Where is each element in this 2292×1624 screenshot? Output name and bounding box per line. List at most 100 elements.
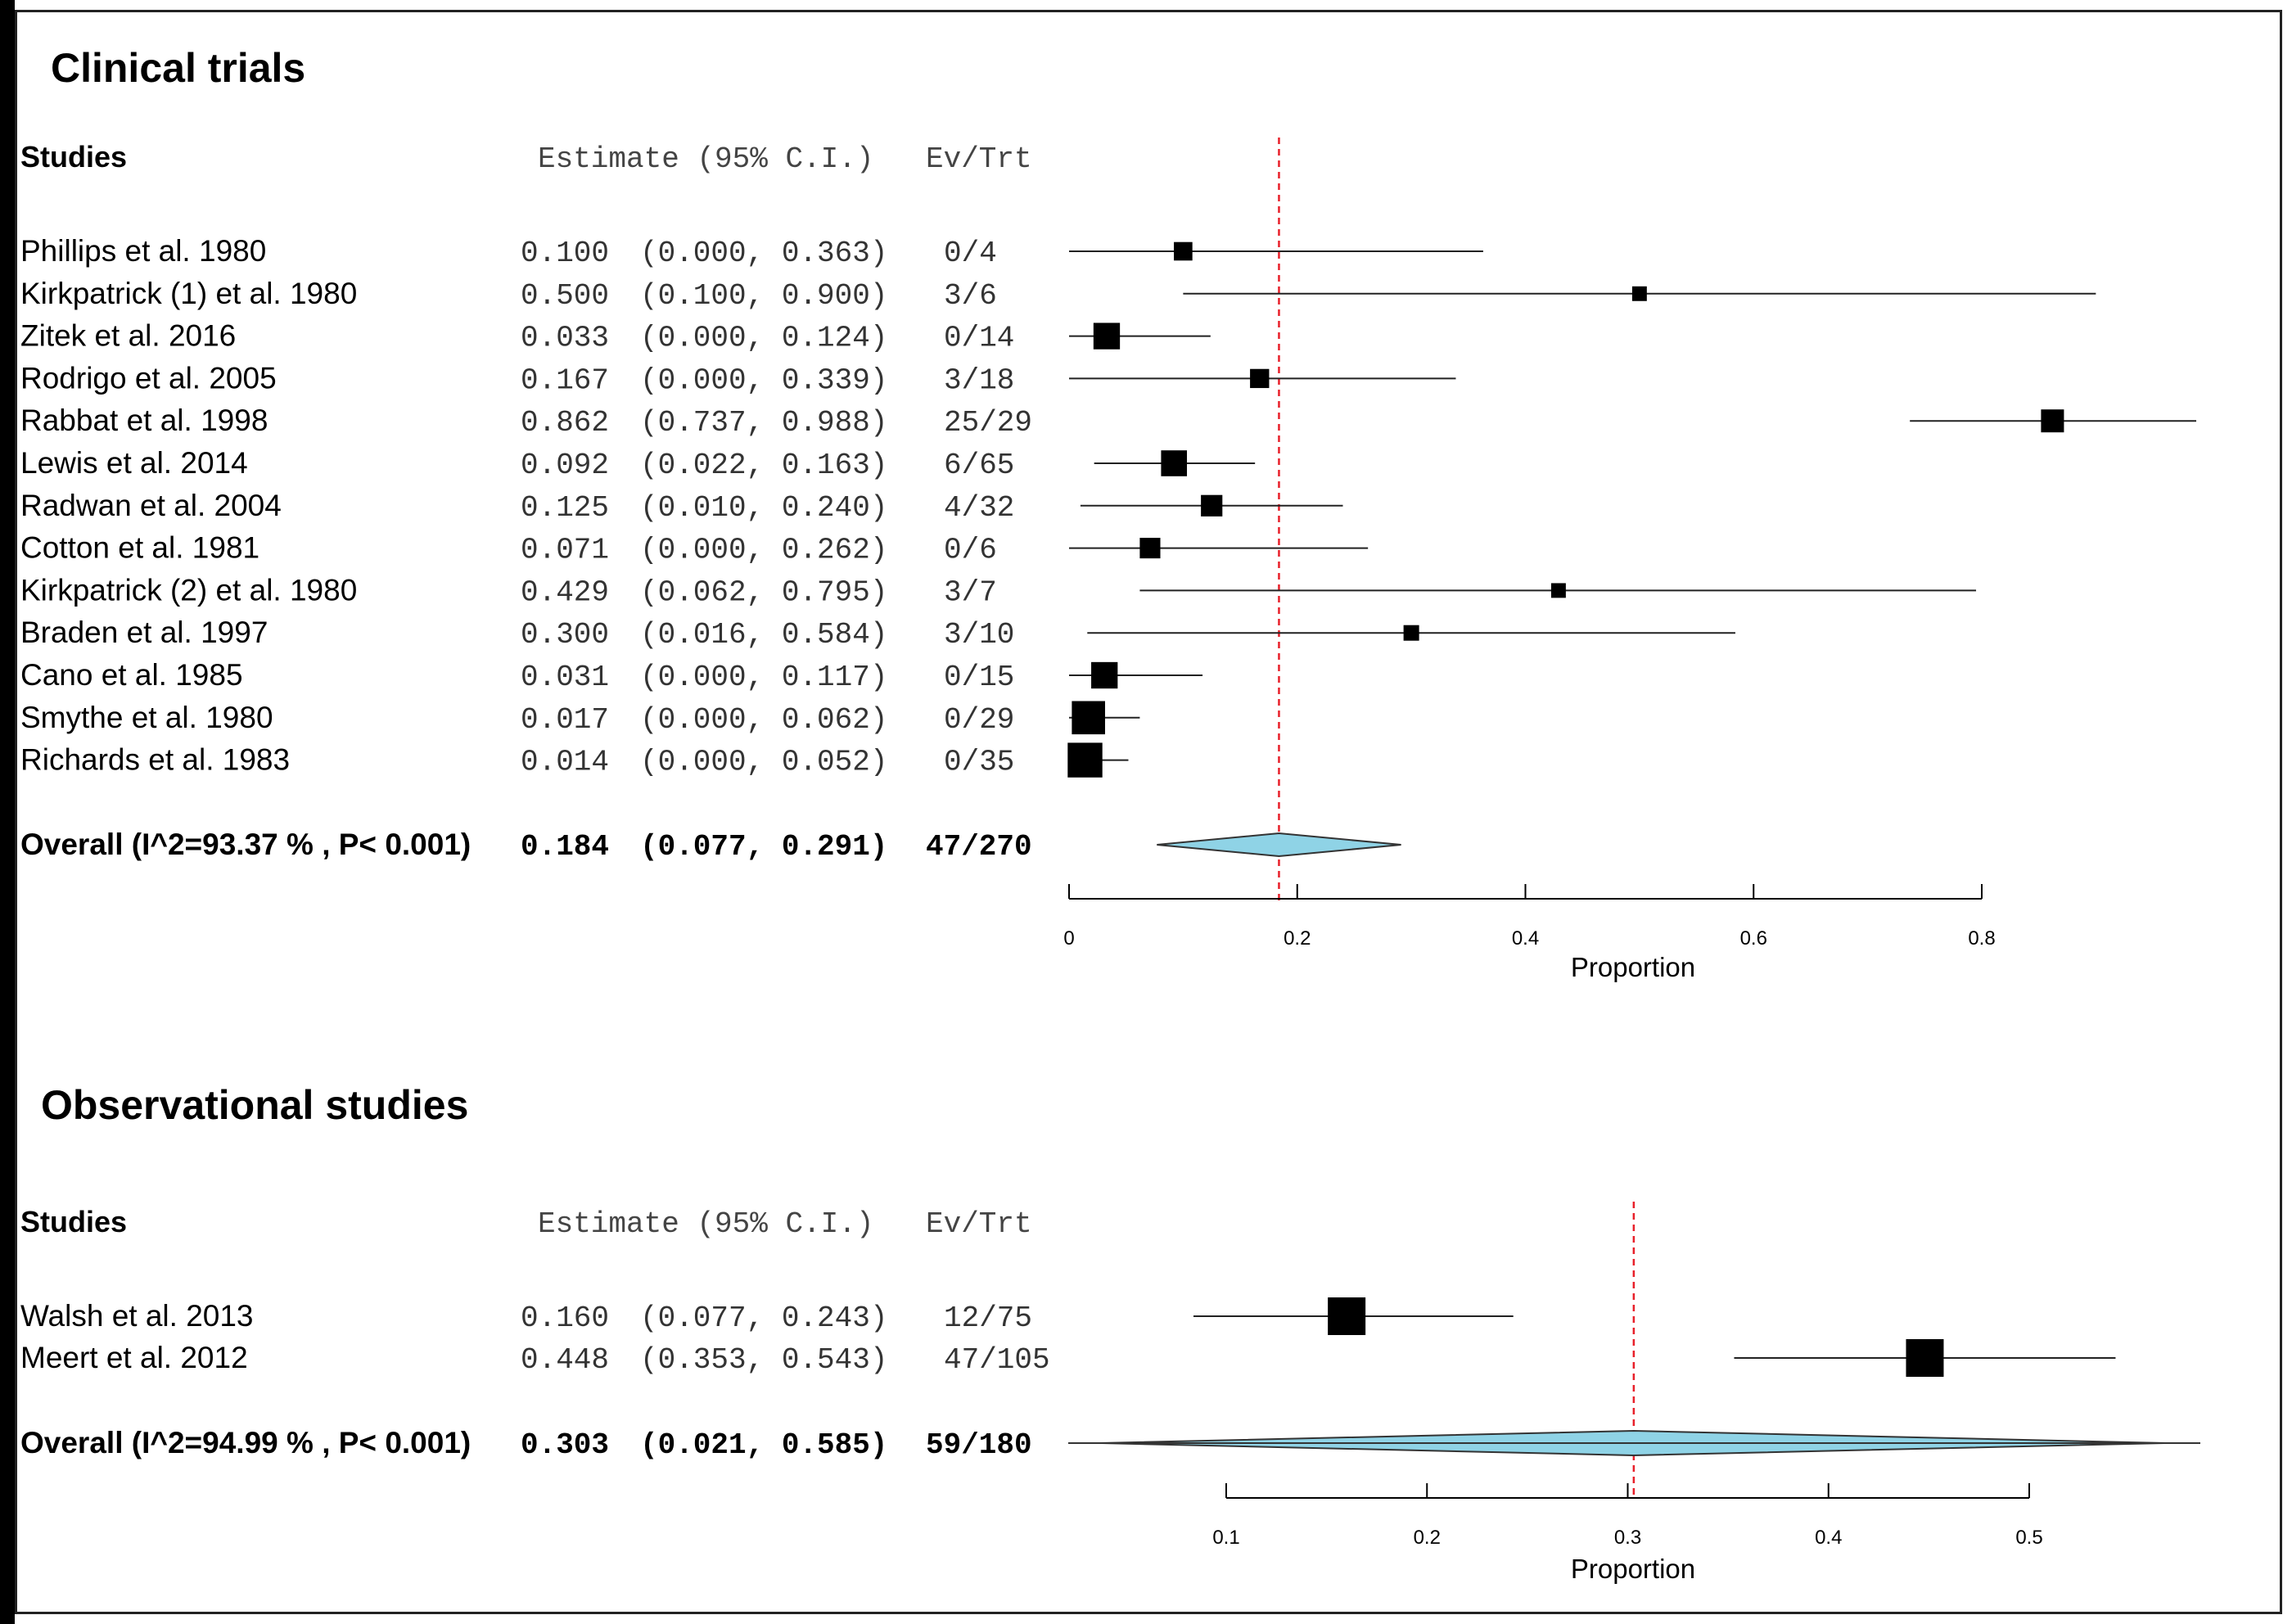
x-tick-label: 0.4 (1512, 927, 1539, 950)
study-evtrt: 47/105 (944, 1343, 1050, 1377)
study-estimate: 0.160 (521, 1301, 609, 1335)
point-estimate-marker (1631, 286, 1647, 301)
studies-header: Studies (20, 140, 127, 174)
point-estimate-marker (1139, 538, 1161, 559)
study-ci: (0.000, 0.062) (640, 703, 887, 737)
study-ci: (0.000, 0.052) (640, 746, 887, 779)
point-estimate-marker (1550, 583, 1566, 598)
study-estimate: 0.500 (521, 279, 609, 313)
study-evtrt: 0/15 (944, 661, 1014, 694)
overall-ci: (0.021, 0.585) (640, 1428, 887, 1462)
point-estimate-marker (1093, 323, 1121, 350)
evtrt-header: Ev/Trt (926, 142, 1032, 176)
study-evtrt: 3/6 (944, 279, 997, 313)
point-estimate-marker (1161, 450, 1188, 476)
study-name: Kirkpatrick (1) et al. 1980 (20, 277, 357, 310)
overall-estimate: 0.184 (521, 830, 609, 864)
x-axis-title: Proportion (1571, 952, 1695, 982)
study-ci: (0.000, 0.339) (640, 363, 887, 397)
study-evtrt: 0/35 (944, 746, 1014, 779)
x-tick-label: 0.2 (1284, 927, 1311, 950)
study-evtrt: 6/65 (944, 449, 1014, 482)
study-evtrt: 4/32 (944, 491, 1014, 525)
x-tick-label: 0.1 (1212, 1527, 1239, 1549)
x-tick-label: 0.4 (1815, 1527, 1842, 1549)
overall-diamond (1157, 832, 1401, 858)
study-ci: (0.077, 0.243) (640, 1301, 887, 1335)
x-tick-label: 0.5 (2015, 1527, 2042, 1549)
study-name: Kirkpatrick (2) et al. 1980 (20, 573, 357, 607)
estimate-header: Estimate (95% C.I.) (538, 1207, 873, 1241)
point-estimate-marker (1906, 1339, 1944, 1377)
study-evtrt: 3/18 (944, 363, 1014, 397)
study-estimate: 0.429 (521, 575, 609, 609)
study-ci: (0.022, 0.163) (640, 449, 887, 482)
study-evtrt: 25/29 (944, 406, 1032, 440)
point-estimate-marker (1067, 742, 1103, 778)
left-edge-bar (0, 0, 15, 1624)
study-name: Zitek et al. 2016 (20, 319, 236, 353)
study-estimate: 0.300 (521, 618, 609, 652)
overall-estimate: 0.303 (521, 1428, 609, 1462)
point-estimate-marker (1250, 368, 1270, 389)
study-name: Braden et al. 1997 (20, 616, 268, 649)
study-estimate: 0.071 (521, 534, 609, 567)
x-tick-label: 0.8 (1968, 927, 1995, 950)
study-ci: (0.062, 0.795) (640, 575, 887, 609)
section-title: Clinical trials (51, 45, 305, 91)
overall-label: Overall (I^2=94.99 % , P< 0.001) (20, 1426, 471, 1459)
overall-evtrt: 59/180 (926, 1428, 1032, 1462)
study-estimate: 0.092 (521, 449, 609, 482)
study-evtrt: 3/7 (944, 575, 997, 609)
study-evtrt: 12/75 (944, 1301, 1032, 1335)
section-title: Observational studies (41, 1082, 468, 1128)
study-name: Cano et al. 1985 (20, 658, 243, 692)
study-name: Lewis et al. 2014 (20, 446, 248, 480)
figure-border (15, 10, 2282, 1614)
x-tick-label: 0 (1063, 927, 1074, 950)
study-name: Rodrigo et al. 2005 (20, 361, 277, 395)
study-estimate: 0.033 (521, 322, 609, 355)
study-evtrt: 0/14 (944, 322, 1014, 355)
study-evtrt: 0/4 (944, 237, 997, 270)
study-name: Walsh et al. 2013 (20, 1299, 254, 1333)
study-estimate: 0.862 (521, 406, 609, 440)
study-ci: (0.000, 0.262) (640, 534, 887, 567)
study-name: Meert et al. 2012 (20, 1341, 248, 1374)
study-name: Smythe et al. 1980 (20, 701, 273, 734)
study-name: Cotton et al. 1981 (20, 531, 259, 565)
x-tick-label: 0.3 (1614, 1527, 1641, 1549)
point-estimate-marker (1174, 241, 1193, 261)
study-estimate: 0.100 (521, 237, 609, 270)
x-tick-label: 0.6 (1740, 927, 1767, 950)
study-ci: (0.353, 0.543) (640, 1343, 887, 1377)
point-estimate-marker (1072, 701, 1105, 735)
studies-header: Studies (20, 1205, 127, 1238)
point-estimate-marker (1328, 1297, 1366, 1335)
study-name: Radwan et al. 2004 (20, 489, 282, 522)
x-axis-title: Proportion (1571, 1554, 1695, 1584)
study-evtrt: 0/6 (944, 534, 997, 567)
point-estimate-marker (1091, 661, 1118, 689)
study-ci: (0.737, 0.988) (640, 406, 887, 440)
study-name: Phillips et al. 1980 (20, 234, 266, 268)
study-ci: (0.100, 0.900) (640, 279, 887, 313)
study-name: Rabbat et al. 1998 (20, 404, 268, 437)
study-ci: (0.000, 0.363) (640, 237, 887, 270)
study-estimate: 0.031 (521, 661, 609, 694)
study-evtrt: 0/29 (944, 703, 1014, 737)
study-estimate: 0.167 (521, 363, 609, 397)
evtrt-header: Ev/Trt (926, 1207, 1032, 1241)
estimate-header: Estimate (95% C.I.) (538, 142, 873, 176)
point-estimate-marker (2041, 409, 2064, 433)
x-tick-label: 0.2 (1414, 1527, 1441, 1549)
point-estimate-marker (1403, 625, 1419, 641)
overall-evtrt: 47/270 (926, 830, 1032, 864)
study-ci: (0.000, 0.124) (640, 322, 887, 355)
study-ci: (0.010, 0.240) (640, 491, 887, 525)
study-estimate: 0.125 (521, 491, 609, 525)
study-evtrt: 3/10 (944, 618, 1014, 652)
study-name: Richards et al. 1983 (20, 743, 290, 777)
overall-label: Overall (I^2=93.37 % , P< 0.001) (20, 828, 471, 861)
